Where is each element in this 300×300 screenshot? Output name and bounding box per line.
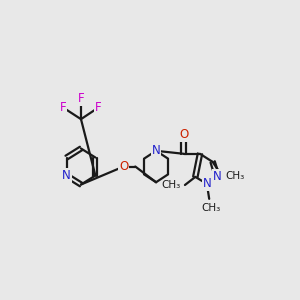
Text: O: O	[179, 128, 188, 141]
Text: F: F	[60, 101, 67, 114]
Text: N: N	[152, 144, 161, 157]
Text: N: N	[202, 177, 211, 190]
Text: F: F	[95, 101, 102, 114]
Text: F: F	[78, 92, 84, 105]
Text: CH₃: CH₃	[225, 171, 244, 181]
Text: N: N	[62, 169, 71, 182]
Text: O: O	[119, 160, 128, 173]
Text: CH₃: CH₃	[162, 180, 181, 190]
Text: N: N	[213, 170, 222, 183]
Text: CH₃: CH₃	[202, 203, 221, 213]
